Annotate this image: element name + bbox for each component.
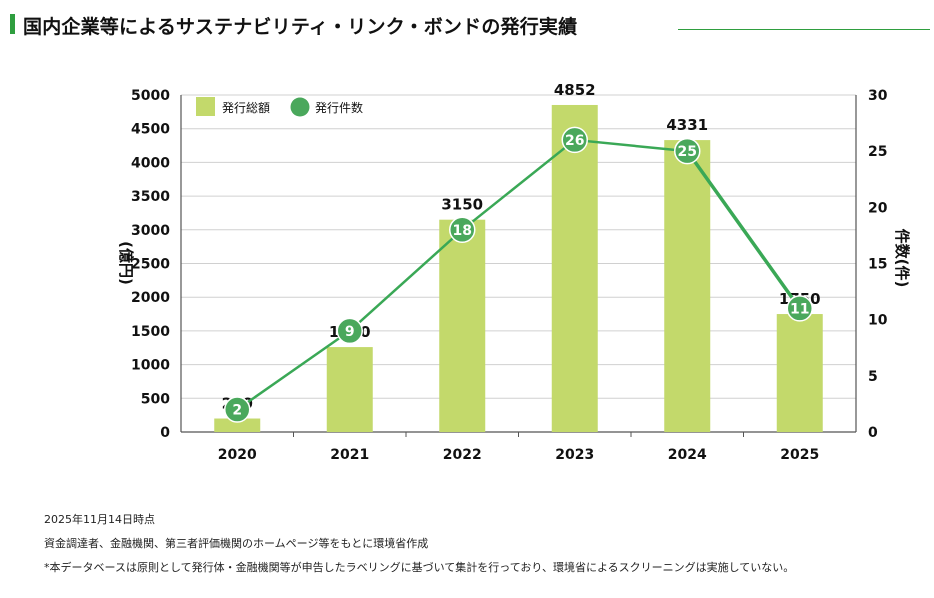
line-point-label: 9 [345,324,355,340]
y-right-tick-label: 0 [868,425,878,441]
line-point-label: 26 [565,133,584,149]
line-segment [348,228,464,333]
y-right-tick-label: 30 [868,88,888,104]
line-segment [573,138,689,153]
line-point [224,396,251,423]
y-right-tick-label: 25 [868,144,887,160]
line-segment [461,138,576,232]
title-rule [678,29,930,30]
line-segment [236,329,351,411]
bar [439,219,486,432]
combo-chart: 0 500 1000 1500 2000 2500 3000 3500 4000 4500 5000… [117,81,911,463]
bar [664,140,711,432]
y-left-tick-label: 5000 [131,88,170,104]
x-tick-label: 2020 [218,447,257,463]
line-point [786,295,813,322]
line-point-label: 25 [678,144,697,160]
y-left-tick-label: 0 [160,425,170,441]
x-tick-label: 2022 [443,447,482,463]
y-right-tick-label: 20 [868,200,888,216]
y-left-tick-label: 2000 [131,290,170,306]
note-date: 2025年11月14日時点 [44,513,155,526]
y-left-axis-title: (億円) [117,241,135,285]
x-tick-label: 2025 [780,447,819,463]
x-tick-label: 2021 [330,447,369,463]
y-left-tick-label: 1000 [131,358,170,374]
note-source: 資金調達者、金融機関、第三者評価機関のホームページ等をもとに環境省作成 [44,537,429,550]
title-bar: 国内企業等によるサステナビリティ・リンク・ボンドの発行実績 [10,10,930,40]
bar [326,347,373,432]
y-left-tick-label: 3500 [131,189,170,205]
y-left-tick-label: 3000 [131,223,170,239]
y-left-tick-label: 4000 [131,155,170,171]
y-right-axis-title: 件数(件) [893,229,911,288]
line-point-label: 18 [453,223,472,239]
legend-line-label: 発行件数 [315,100,363,115]
page-title: 国内企業等によるサステナビリティ・リンク・ボンドの発行実績 [23,16,578,38]
line-segment [685,149,802,311]
footnotes: 2025年11月14日時点 資金調達者、金融機関、第三者評価機関のホームページ等… [44,508,794,580]
y-left-tick-label: 4500 [131,122,170,138]
legend-bar-swatch [196,97,215,116]
line-point-label: 2 [232,403,242,419]
bar [214,418,261,432]
y-left-tick-label: 2500 [131,257,170,273]
bar-value-label: 4331 [666,116,708,134]
y-right-tick-label: 15 [868,257,887,273]
y-left-tick-label: 1500 [131,324,170,340]
y-right-tick-label: 10 [868,313,888,329]
bar-value-label: 3150 [441,196,483,214]
title-accent-bar [10,14,15,34]
x-tick-label: 2024 [668,447,707,463]
line-point [674,137,701,165]
bar [551,104,598,433]
legend-line-swatch [290,97,310,117]
bar [776,314,823,432]
line-point [449,216,476,244]
line-point [336,317,363,345]
note-disclaimer: *本データベースは原則として発行体・金融機関等が申告したラベリングに基づいて集計… [44,561,795,574]
bar-value-label: 4852 [554,81,596,99]
y-left-tick-label: 500 [141,391,170,407]
y-right-tick-label: 5 [868,369,878,385]
line-point-label: 11 [790,301,809,317]
x-tick-label: 2023 [555,447,594,463]
legend-bar-label: 発行総額 [222,101,270,115]
line-point [561,126,588,154]
